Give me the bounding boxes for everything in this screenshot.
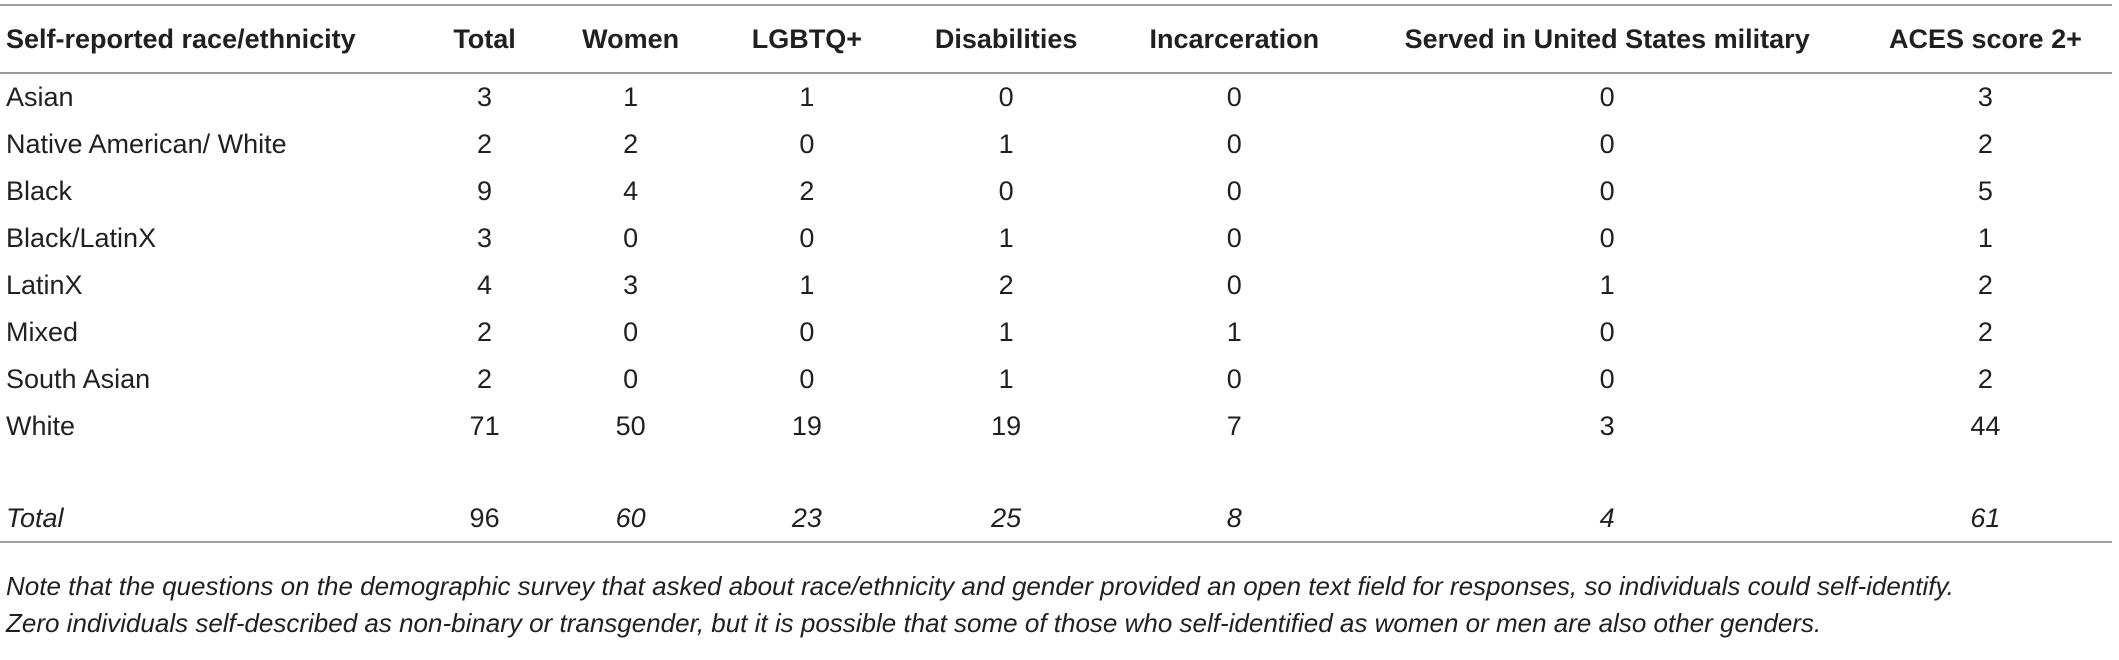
table-cell: 1 (998, 129, 1014, 159)
row-label: Mixed (6, 317, 79, 347)
column-header-lgbtq: LGBTQ+ (751, 23, 863, 54)
table-cell: 3 (1977, 82, 1993, 112)
total-cell: 4 (1599, 502, 1615, 533)
table-cell: 4 (477, 270, 493, 300)
table-row: White 71 50 19 19 7 3 44 (0, 403, 2112, 450)
table-cell: 2 (1977, 270, 1993, 300)
table-cell: 2 (477, 317, 493, 347)
column-header-military: Served in United States military (1404, 23, 1810, 54)
table-cell: 4 (623, 176, 639, 206)
table-cell: 2 (998, 270, 1014, 300)
footnote-line: Note that the questions on the demograph… (6, 571, 1954, 601)
footnote-line: Zero individuals self-described as non-b… (6, 608, 1822, 638)
table-cell: 3 (623, 270, 639, 300)
table-row: Native American/ White 2 2 0 1 0 0 2 (0, 121, 2112, 168)
row-label: Asian (6, 82, 74, 112)
header-row: Self-reported race/ethnicity Total Women… (0, 5, 2112, 73)
table-cell: 3 (477, 223, 493, 253)
table-row: Black 9 4 2 0 0 0 5 (0, 168, 2112, 215)
row-label: White (6, 411, 76, 441)
table-cell: 0 (799, 364, 815, 394)
table-cell: 1 (998, 364, 1014, 394)
table-cell: 0 (1226, 82, 1242, 112)
table-cell: 0 (1226, 176, 1242, 206)
table-cell: 3 (1599, 411, 1615, 441)
table-cell: 0 (799, 317, 815, 347)
column-header-women: Women (582, 23, 680, 54)
table-cell: 71 (469, 411, 500, 441)
table-cell: 44 (1970, 411, 2001, 441)
table-row: Black/LatinX 3 0 0 1 0 0 1 (0, 215, 2112, 262)
table-cell: 1 (998, 317, 1014, 347)
table-cell: 1 (799, 270, 815, 300)
column-header-aces: ACES score 2+ (1889, 23, 2082, 54)
table-cell: 0 (998, 82, 1014, 112)
table-footnote: Note that the questions on the demograph… (6, 568, 2106, 642)
table-cell: 0 (799, 129, 815, 159)
column-header-total: Total (453, 23, 516, 54)
table-cell: 2 (1977, 317, 1993, 347)
total-cell: 8 (1226, 502, 1242, 533)
table-cell: 2 (1977, 364, 1993, 394)
table-cell: 19 (991, 411, 1022, 441)
table-cell: 0 (623, 317, 639, 347)
table-cell: 2 (799, 176, 815, 206)
table-cell: 0 (1226, 223, 1242, 253)
column-header-disabilities: Disabilities (934, 23, 1078, 54)
table-cell: 2 (477, 129, 493, 159)
table-cell: 0 (1226, 129, 1242, 159)
spacer-row (0, 450, 2112, 495)
total-cell: 23 (791, 502, 822, 533)
table-cell: 0 (623, 364, 639, 394)
table-cell: 0 (1226, 270, 1242, 300)
total-row: Total 96 60 23 25 8 4 61 (0, 495, 2112, 542)
table-cell: 2 (623, 129, 639, 159)
table-cell: 0 (998, 176, 1014, 206)
table-cell: 1 (623, 82, 639, 112)
table-cell: 2 (1977, 129, 1993, 159)
row-label: Black/LatinX (6, 223, 157, 253)
table-cell: 1 (998, 223, 1014, 253)
table-row: LatinX 4 3 1 2 0 1 2 (0, 262, 2112, 309)
table-cell: 0 (1599, 176, 1615, 206)
row-label: LatinX (6, 270, 83, 300)
total-cell: 96 (469, 502, 500, 533)
table-cell: 0 (623, 223, 639, 253)
row-label: Black (6, 176, 73, 206)
table-cell: 1 (1977, 223, 1993, 253)
table-cell: 1 (1226, 317, 1242, 347)
table-row: Asian 3 1 1 0 0 0 3 (0, 73, 2112, 121)
table-cell: 0 (1599, 364, 1615, 394)
table-cell: 7 (1226, 411, 1242, 441)
table-cell: 0 (799, 223, 815, 253)
total-cell: 25 (991, 502, 1022, 533)
column-header-race-ethnicity: Self-reported race/ethnicity (6, 23, 356, 54)
table-cell: 0 (1599, 317, 1615, 347)
table-cell: 2 (477, 364, 493, 394)
table-cell: 50 (615, 411, 646, 441)
table-cell: 3 (477, 82, 493, 112)
table-cell: 0 (1226, 364, 1242, 394)
table-cell: 5 (1977, 176, 1993, 206)
total-cell: 60 (615, 502, 646, 533)
table-cell: 9 (477, 176, 493, 206)
total-label: Total (6, 502, 64, 533)
table-cell: 0 (1599, 82, 1615, 112)
table-cell: 19 (791, 411, 822, 441)
table-row: Mixed 2 0 0 1 1 0 2 (0, 309, 2112, 356)
table-cell: 0 (1599, 223, 1615, 253)
table-cell: 0 (1599, 129, 1615, 159)
demographics-table: Self-reported race/ethnicity Total Women… (0, 4, 2112, 543)
table-row: South Asian 2 0 0 1 0 0 2 (0, 356, 2112, 403)
table-cell: 1 (799, 82, 815, 112)
table-cell: 1 (1599, 270, 1615, 300)
row-label: South Asian (6, 364, 151, 394)
row-label: Native American/ White (6, 129, 287, 159)
total-cell: 61 (1970, 502, 2001, 533)
column-header-incarceration: Incarceration (1149, 23, 1320, 54)
